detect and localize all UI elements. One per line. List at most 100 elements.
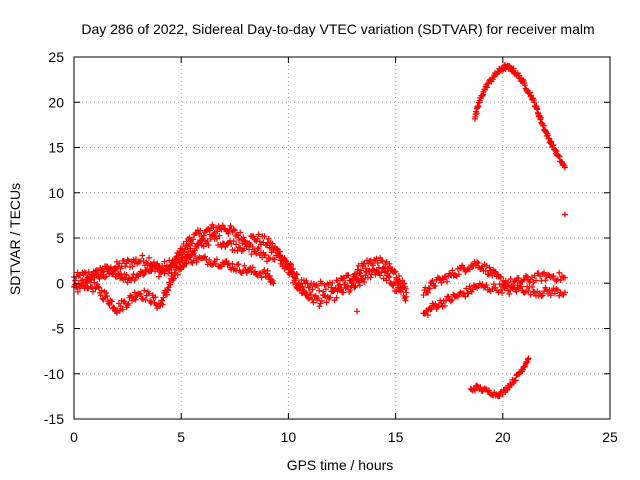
data-point bbox=[526, 89, 533, 96]
data-point bbox=[463, 285, 470, 292]
data-point bbox=[234, 261, 241, 268]
data-point bbox=[447, 298, 454, 305]
data-point bbox=[531, 289, 538, 296]
data-point bbox=[100, 268, 107, 275]
data-point bbox=[209, 232, 216, 239]
data-point bbox=[497, 274, 504, 281]
data-point bbox=[538, 293, 545, 300]
data-point bbox=[213, 256, 220, 263]
data-point bbox=[141, 270, 148, 277]
data-point bbox=[111, 265, 118, 272]
data-point bbox=[373, 255, 380, 262]
data-point bbox=[525, 287, 532, 294]
data-point bbox=[475, 260, 482, 267]
data-point bbox=[552, 147, 559, 154]
data-point bbox=[225, 230, 232, 237]
data-point bbox=[510, 65, 517, 72]
data-point bbox=[357, 267, 364, 274]
data-point bbox=[110, 266, 117, 273]
data-point bbox=[506, 63, 513, 70]
data-point bbox=[424, 312, 431, 319]
data-point bbox=[506, 290, 513, 297]
data-point bbox=[363, 269, 370, 276]
data-point bbox=[543, 273, 550, 280]
data-point bbox=[139, 252, 146, 259]
data-point bbox=[402, 297, 409, 304]
data-point bbox=[561, 274, 568, 281]
data-point bbox=[146, 290, 153, 297]
data-point bbox=[106, 301, 113, 308]
data-point bbox=[483, 282, 490, 289]
data-point bbox=[167, 264, 174, 271]
data-point bbox=[521, 82, 528, 89]
data-point bbox=[230, 226, 237, 233]
data-point bbox=[443, 297, 450, 304]
data-point bbox=[529, 283, 536, 290]
data-point bbox=[264, 239, 271, 246]
data-point bbox=[490, 281, 497, 288]
data-point bbox=[186, 253, 193, 260]
data-point bbox=[345, 272, 352, 279]
data-point bbox=[438, 279, 445, 286]
data-point bbox=[148, 299, 155, 306]
data-point bbox=[507, 276, 514, 283]
data-point bbox=[165, 270, 172, 277]
data-point bbox=[95, 283, 102, 290]
data-point bbox=[308, 280, 315, 287]
data-point bbox=[262, 252, 269, 259]
data-point bbox=[426, 285, 433, 292]
data-point bbox=[291, 271, 298, 278]
data-point bbox=[265, 235, 272, 242]
data-point bbox=[241, 262, 248, 269]
data-point bbox=[149, 264, 156, 271]
data-point bbox=[141, 287, 148, 294]
data-point bbox=[108, 298, 115, 305]
data-point bbox=[231, 227, 238, 234]
data-point bbox=[310, 299, 317, 306]
data-point bbox=[257, 270, 264, 277]
grid bbox=[74, 57, 610, 419]
data-point bbox=[377, 272, 384, 279]
data-point bbox=[94, 272, 101, 279]
data-point bbox=[296, 280, 303, 287]
data-point bbox=[527, 291, 534, 298]
data-point bbox=[192, 252, 199, 259]
data-point bbox=[280, 257, 287, 264]
data-point bbox=[471, 387, 478, 394]
data-point bbox=[83, 270, 90, 277]
data-point bbox=[380, 264, 387, 271]
y-tick-label: 15 bbox=[48, 140, 64, 156]
data-point bbox=[512, 377, 519, 384]
data-point bbox=[487, 267, 494, 274]
data-point bbox=[524, 356, 531, 363]
data-point bbox=[399, 277, 406, 284]
data-point bbox=[557, 277, 564, 284]
data-point bbox=[256, 238, 263, 245]
data-point bbox=[518, 283, 525, 290]
data-point bbox=[201, 253, 208, 260]
data-point bbox=[233, 241, 240, 248]
data-point bbox=[155, 273, 162, 280]
data-point bbox=[98, 287, 105, 294]
data-point bbox=[322, 286, 329, 293]
y-tick-label: -5 bbox=[52, 321, 65, 337]
data-point bbox=[535, 270, 542, 277]
y-tick-label: 0 bbox=[56, 275, 64, 291]
data-point bbox=[497, 286, 504, 293]
data-point bbox=[511, 278, 518, 285]
data-point bbox=[351, 284, 358, 291]
data-point bbox=[214, 228, 221, 235]
data-point bbox=[170, 262, 177, 269]
data-point bbox=[195, 241, 202, 248]
data-point bbox=[142, 296, 149, 303]
data-point bbox=[548, 138, 555, 145]
data-point bbox=[190, 236, 197, 243]
data-point bbox=[273, 245, 280, 252]
data-point bbox=[547, 274, 554, 281]
data-point bbox=[379, 257, 386, 264]
data-point bbox=[303, 277, 310, 284]
x-tick-label: 20 bbox=[495, 429, 511, 445]
data-point bbox=[370, 266, 377, 273]
data-point bbox=[485, 387, 492, 394]
data-point bbox=[531, 99, 538, 106]
